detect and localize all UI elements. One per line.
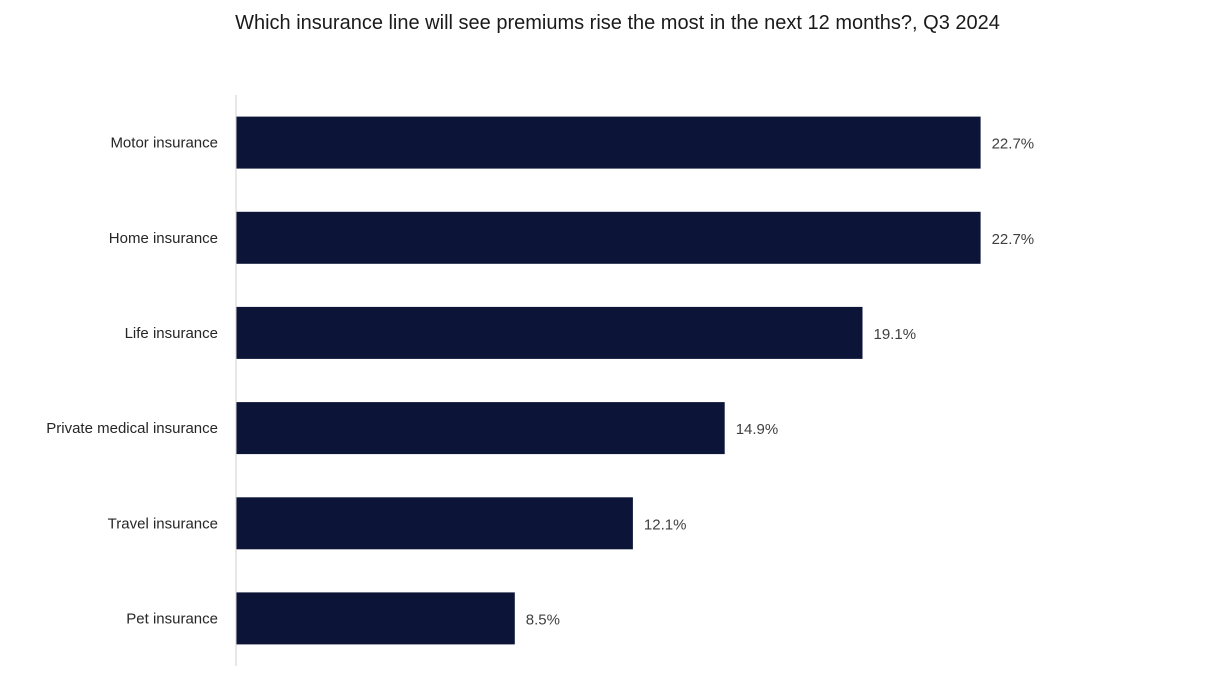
bar-1 bbox=[236, 211, 981, 264]
category-label-4: Travel insurance bbox=[108, 515, 218, 532]
category-label-1: Home insurance bbox=[109, 230, 218, 247]
value-label-2: 19.1% bbox=[874, 326, 917, 343]
value-label-1: 22.7% bbox=[992, 231, 1035, 248]
value-label-3: 14.9% bbox=[736, 421, 779, 438]
category-label-0: Motor insurance bbox=[110, 135, 218, 152]
category-label-5: Pet insurance bbox=[126, 610, 218, 627]
bar-0 bbox=[236, 116, 981, 169]
category-label-2: Life insurance bbox=[125, 325, 218, 342]
bar-3 bbox=[236, 402, 725, 455]
chart-title: Which insurance line will see premiums r… bbox=[235, 12, 1000, 34]
bar-5 bbox=[236, 592, 515, 645]
bar-4 bbox=[236, 497, 633, 550]
category-label-3: Private medical insurance bbox=[46, 420, 218, 437]
value-label-4: 12.1% bbox=[644, 516, 687, 533]
bar-2 bbox=[236, 306, 863, 359]
value-label-0: 22.7% bbox=[992, 136, 1035, 153]
value-label-5: 8.5% bbox=[526, 611, 560, 628]
